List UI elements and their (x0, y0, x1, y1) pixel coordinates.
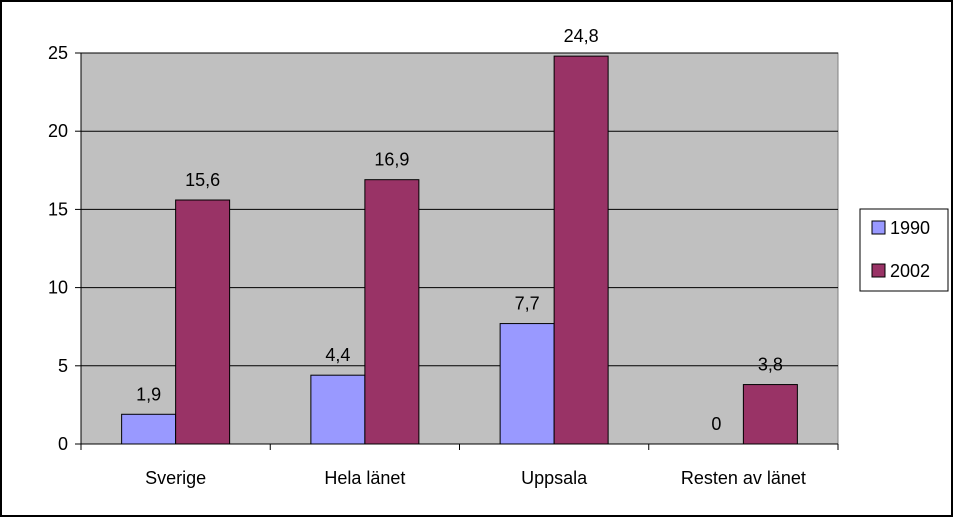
data-label-1990: 0 (711, 414, 721, 434)
x-tick-label: Uppsala (521, 468, 588, 488)
x-tick-label: Resten av länet (681, 468, 806, 488)
data-label-1990: 7,7 (515, 294, 540, 314)
bar-1990 (310, 374, 366, 445)
legend-swatch-1990 (871, 220, 886, 235)
y-tick-label: 15 (48, 199, 68, 219)
bar-2002 (742, 384, 798, 445)
bar-2002 (175, 199, 231, 445)
bar-1990 (121, 413, 177, 445)
x-tick-label: Sverige (145, 468, 206, 488)
y-axis-ticks: 0 5 10 15 20 25 (48, 43, 81, 454)
data-label-2002: 15,6 (185, 170, 220, 190)
y-tick-label: 10 (48, 278, 68, 298)
data-label-2002: 3,8 (758, 355, 783, 375)
legend-label-2002: 2002 (890, 261, 930, 281)
data-label-2002: 24,8 (564, 26, 599, 46)
bar-2002 (553, 55, 609, 445)
legend-swatch-2002 (871, 263, 886, 278)
x-axis-ticks: Sverige Hela länet Uppsala Resten av länet (80, 444, 839, 488)
bar-2002 (364, 179, 420, 445)
legend: 1990 2002 (859, 208, 949, 292)
data-label-1990: 1,9 (136, 384, 161, 404)
y-tick-label: 20 (48, 121, 68, 141)
bar-1990 (499, 323, 555, 445)
data-labels: 1,9 15,6 4,4 16,9 7,7 24,8 0 3,8 (136, 26, 783, 434)
x-tick-label: Hela länet (324, 468, 405, 488)
data-label-1990: 4,4 (325, 345, 350, 365)
y-tick-label: 0 (58, 434, 68, 454)
legend-label-1990: 1990 (890, 218, 930, 238)
data-label-2002: 16,9 (374, 150, 409, 170)
bars (121, 55, 798, 445)
y-tick-label: 25 (48, 43, 68, 63)
y-tick-label: 5 (58, 356, 68, 376)
